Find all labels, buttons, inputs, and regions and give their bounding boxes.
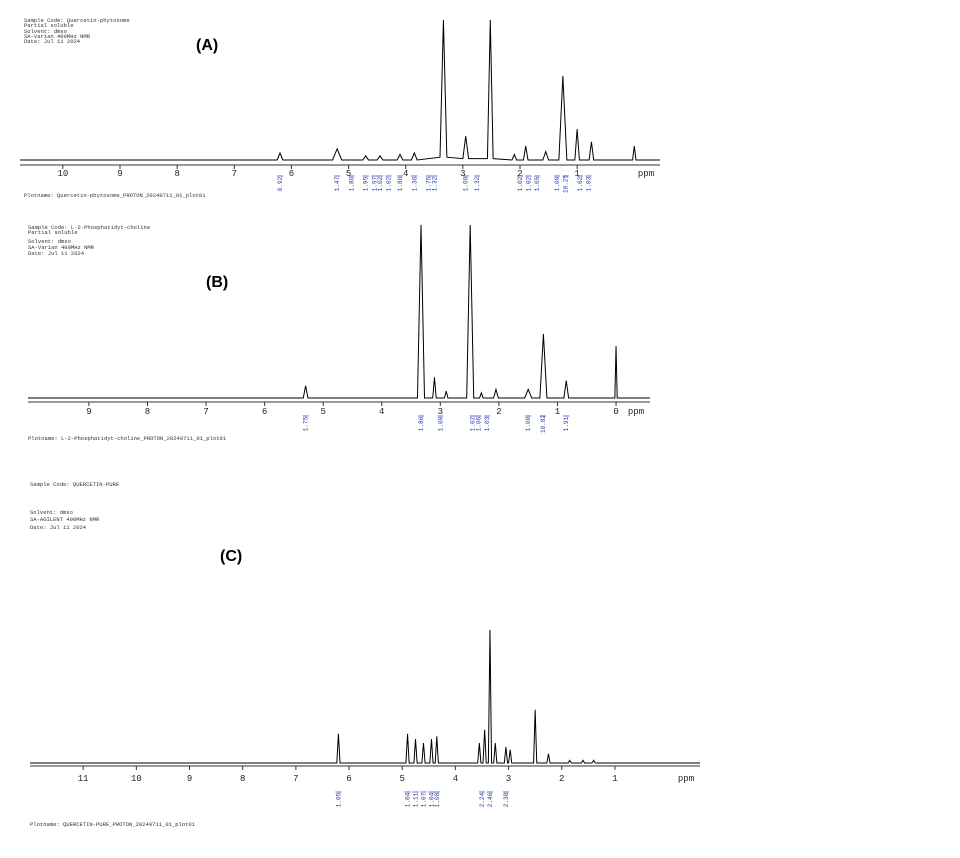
x-tick-label: 5: [320, 407, 325, 417]
panel-label: (A): [196, 37, 218, 54]
integral-value: 1.36: [411, 176, 418, 191]
x-tick-label: 9: [86, 407, 91, 417]
integral-value: 1.05: [534, 176, 541, 191]
integral-value: 1.95: [363, 176, 370, 191]
integral-value: 1.00: [554, 176, 561, 191]
panel-label: (B): [206, 274, 228, 291]
x-tick-label: 4: [379, 407, 384, 417]
integral-value: 1.00: [437, 416, 444, 431]
sample-info: SA-Varian 400MHz NMR: [24, 33, 91, 40]
x-axis-label: ppm: [628, 407, 644, 417]
x-tick-label: 5: [346, 169, 351, 179]
integral-value: 1.03: [586, 176, 593, 191]
integral-value: 1.75: [303, 416, 310, 431]
x-tick-label: 8: [145, 407, 150, 417]
integral-value: 1.86: [418, 416, 425, 431]
x-axis-label: ppm: [678, 774, 694, 784]
x-tick-label: 5: [400, 774, 405, 784]
sample-info: Solvent: dmso: [30, 509, 73, 516]
x-tick-label: 9: [187, 774, 192, 784]
x-tick-label: 8: [174, 169, 179, 179]
sample-info: SA-AGILENT 400MHz NMR: [30, 516, 100, 523]
x-axis-label: ppm: [638, 169, 654, 179]
integral-value: 1.00: [525, 416, 532, 431]
sample-info: Sample Code: QUERCETIN-PURE: [30, 481, 120, 488]
integral-value: 1.11: [413, 792, 420, 807]
x-tick-label: 3: [438, 407, 443, 417]
x-tick-label: 10: [131, 774, 142, 784]
integral-value: 1.05: [335, 792, 342, 807]
sample-info: Partial soluble: [28, 229, 78, 236]
integral-value: 1.32: [474, 176, 481, 191]
sample-info: Sample Code: L-2-Phosphatidyt-choline: [28, 224, 150, 231]
integral-value: 10.82: [540, 415, 547, 433]
integral-value: 10.25: [563, 175, 570, 193]
spectrum-line: [20, 19, 660, 161]
integral-value: 1.75: [426, 176, 433, 191]
x-tick-label: 2: [559, 774, 564, 784]
x-tick-label: 9: [117, 169, 122, 179]
sample-info: Solvent: dmso: [28, 238, 71, 245]
integral-value: 1.00: [463, 176, 470, 191]
integral-value: 1.03: [484, 416, 491, 431]
integral-value: 1.07: [420, 792, 427, 807]
integral-value: 2.24: [479, 792, 486, 807]
sample-info: Date: Jul 11 2024: [28, 250, 85, 257]
panel-label: (C): [220, 548, 242, 565]
integral-value: 1.91: [563, 416, 570, 431]
integral-value: 1.02: [377, 176, 384, 191]
sample-info: Solvent: dmso: [24, 28, 67, 35]
x-tick-label: 3: [460, 169, 465, 179]
x-tick-label: 10: [57, 169, 68, 179]
integral-value: 2.46: [487, 792, 494, 807]
x-tick-label: 11: [78, 774, 89, 784]
x-tick-label: 3: [506, 774, 511, 784]
plot-name: Plotname: Quercetin-phytosome_PROTON_202…: [24, 192, 206, 199]
x-tick-label: 4: [403, 169, 408, 179]
x-tick-label: 2: [517, 169, 522, 179]
x-tick-label: 1: [574, 169, 579, 179]
integral-value: 1.47: [334, 176, 341, 191]
sample-info: Partial soluble: [24, 22, 74, 29]
x-tick-label: 0: [613, 407, 618, 417]
integral-value: 1.02: [517, 176, 524, 191]
x-tick-label: 4: [453, 774, 458, 784]
spectrum-line: [28, 224, 650, 399]
integral-value: 1.86: [348, 176, 355, 191]
x-tick-label: 6: [262, 407, 267, 417]
integral-value: 1.02: [470, 416, 477, 431]
integral-value: 0.92: [277, 176, 284, 191]
sample-info: Date: Jul 11 2024: [24, 38, 81, 45]
integral-value: 1.97: [371, 176, 378, 191]
x-tick-label: 1: [555, 407, 560, 417]
integral-value: 1.86: [397, 176, 404, 191]
plot-name: Plotname: L-2-Phosphatidyt-choline_PROTO…: [28, 435, 227, 442]
spectrum-line: [30, 629, 700, 764]
x-tick-label: 7: [203, 407, 208, 417]
integral-value: 1.06: [475, 416, 482, 431]
integral-value: 1.04: [405, 792, 412, 807]
x-tick-label: 6: [289, 169, 294, 179]
integral-value: 1.02: [526, 176, 533, 191]
integral-value: 2.38: [503, 792, 510, 807]
x-tick-label: 7: [232, 169, 237, 179]
integral-value: 1.62: [577, 176, 584, 191]
x-tick-label: 7: [293, 774, 298, 784]
sample-info: SA-Varian 400MHz NMR: [28, 244, 95, 251]
integral-value: 1.04: [428, 792, 435, 807]
x-tick-label: 1: [612, 774, 617, 784]
x-tick-label: 8: [240, 774, 245, 784]
integral-value: 1.08: [434, 792, 441, 807]
integral-value: 1.02: [386, 176, 393, 191]
x-tick-label: 2: [496, 407, 501, 417]
x-tick-label: 6: [346, 774, 351, 784]
sample-info: Date: Jul 11 2024: [30, 524, 87, 531]
integral-value: 1.32: [431, 176, 438, 191]
plot-name: Plotname: QUERCETIN-PURE_PROTON_20240711…: [30, 821, 196, 828]
sample-info: Sample Code: Quercetin-phytosome: [24, 17, 130, 24]
